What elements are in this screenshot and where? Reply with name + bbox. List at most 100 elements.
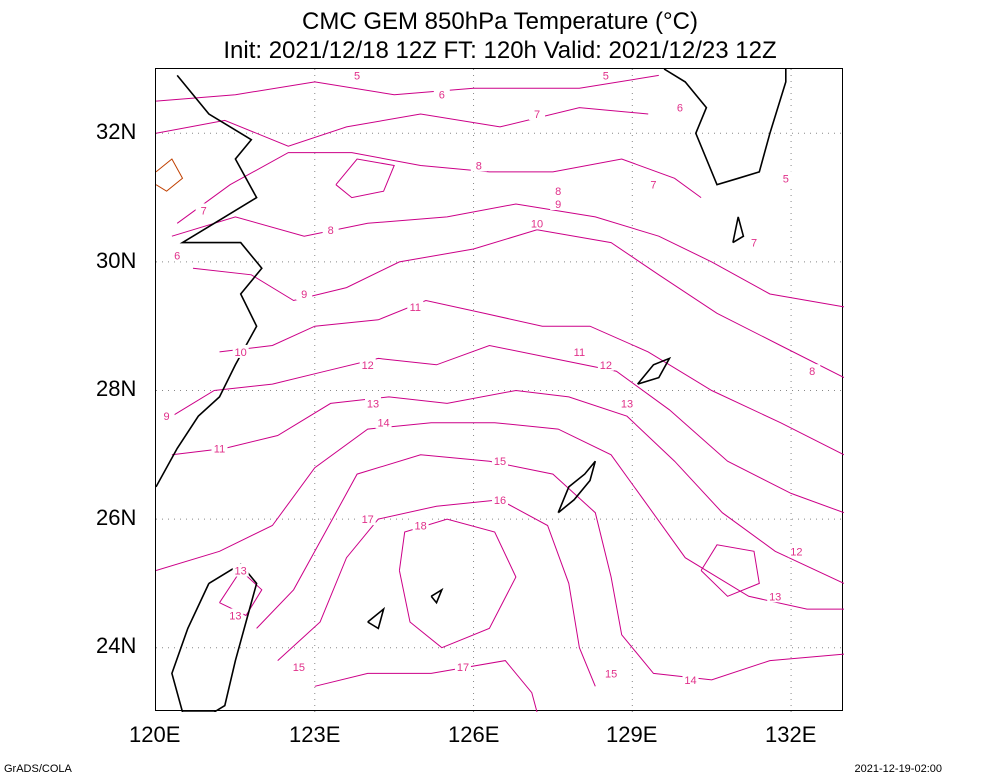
contour-label-bg xyxy=(550,197,567,211)
contour-label: 7 xyxy=(201,205,207,217)
contour-label-bg xyxy=(290,659,307,673)
lat-label-32n: 32N xyxy=(96,119,137,144)
contour-label: 10 xyxy=(235,347,247,359)
contour-label-bg xyxy=(211,441,228,455)
contour-label: 8 xyxy=(555,186,561,198)
contour-label: 13 xyxy=(769,591,781,603)
contour-label-bg xyxy=(645,177,662,191)
contour-label: 7 xyxy=(751,238,757,250)
contour-label-bg xyxy=(746,235,763,249)
contour-label-bg xyxy=(492,454,508,468)
contour-label: 16 xyxy=(494,495,506,507)
contour-label: 17 xyxy=(457,662,469,674)
contour-label-bg xyxy=(529,107,546,121)
contour-label-bg xyxy=(227,608,244,622)
footer-software: GrADS/COLA xyxy=(4,763,72,775)
contour-label-bg xyxy=(359,357,376,371)
contour-label-bg xyxy=(597,357,614,371)
temperature-contours xyxy=(156,74,844,712)
contour-label: 10 xyxy=(531,218,543,230)
contour-label-bg xyxy=(492,492,508,506)
lon-label-126e: 126E xyxy=(448,722,500,747)
contour-line xyxy=(398,518,517,649)
coastline xyxy=(636,356,672,385)
map-frame: 5 6 7 8 7 8 6 9 10 11 12 13 14 9 11 15 16 17 18 13 13 15 17 15 1… xyxy=(155,68,844,712)
coastline xyxy=(430,587,444,605)
contour-label-bg xyxy=(603,666,620,680)
contour-label-bg xyxy=(529,216,546,230)
contour-label-bg xyxy=(470,158,487,172)
coastline xyxy=(663,69,787,186)
contour-label: 13 xyxy=(367,398,379,410)
contour-label: 11 xyxy=(410,302,421,314)
coastline xyxy=(557,460,597,514)
contour-label: 12 xyxy=(600,360,612,372)
contour-label: 8 xyxy=(809,366,815,378)
contour-line xyxy=(192,229,844,379)
coastline xyxy=(156,74,263,488)
contour-label-bg xyxy=(195,203,212,217)
footer-timestamp: 2021-12-19-02:00 xyxy=(854,763,942,775)
contour-label-bg xyxy=(597,69,614,82)
contour-label-bg xyxy=(454,659,471,673)
coastline xyxy=(732,216,745,244)
contour-label-bg xyxy=(777,171,794,185)
coastline xyxy=(367,606,386,630)
contour-label: 6 xyxy=(677,103,683,115)
contour-label: 8 xyxy=(476,160,482,172)
contour-label: 18 xyxy=(414,521,426,533)
contour-line xyxy=(156,107,649,147)
contour-label: 15 xyxy=(605,668,617,680)
contour-label-bg xyxy=(232,563,249,577)
contour-label-bg xyxy=(433,87,450,101)
contour-label: 9 xyxy=(555,199,561,211)
contour-label: 11 xyxy=(574,347,585,359)
contour-label-bg xyxy=(349,69,366,82)
lat-label-24n: 24N xyxy=(96,633,137,658)
contour-label-bg xyxy=(232,344,249,358)
contour-label-bg xyxy=(375,415,392,429)
map-title-line2: Init: 2021/12/18 12Z FT: 120h Valid: 202… xyxy=(223,37,777,64)
contour-label-bg xyxy=(169,248,186,262)
contour-labels: 5 6 7 8 7 8 6 9 10 11 12 13 14 9 11 15 16 17 18 13 13 15 17 15 1… xyxy=(158,69,821,687)
contour-label: 12 xyxy=(790,546,802,558)
contour-label: 13 xyxy=(235,566,247,578)
contour-label: 5 xyxy=(783,173,789,185)
lat-label-26n: 26N xyxy=(96,505,137,530)
contour-label-bg xyxy=(322,222,339,236)
contour-line xyxy=(156,422,844,610)
contour-label: 17 xyxy=(362,514,374,526)
contour-label-bg xyxy=(550,184,567,198)
contour-label: 5 xyxy=(603,70,609,82)
contour-label: 8 xyxy=(328,225,334,237)
coastline xyxy=(171,563,258,712)
contour-label: 5 xyxy=(354,70,360,82)
contour-line xyxy=(700,544,760,597)
contour-label: 14 xyxy=(377,418,389,430)
lat-label-28n: 28N xyxy=(96,376,137,401)
lon-label-129e: 129E xyxy=(606,722,658,747)
coastlines xyxy=(156,69,787,712)
contour-label-bg xyxy=(619,396,636,410)
contour-line xyxy=(256,454,844,681)
lon-label-123e: 123E xyxy=(289,722,341,747)
contour-label: 11 xyxy=(214,443,225,455)
contour-label-bg xyxy=(682,672,699,686)
contour-label: 13 xyxy=(621,398,633,410)
contour-label-bg xyxy=(788,544,805,558)
contour-line xyxy=(335,158,395,199)
contour-label-bg xyxy=(364,396,381,410)
contour-line xyxy=(314,660,538,712)
lon-label-120e: 120E xyxy=(129,722,181,747)
contour-label-bg xyxy=(296,287,313,301)
contour-label: 13 xyxy=(229,611,241,623)
contour-label: 15 xyxy=(494,456,506,468)
map-title-line1: CMC GEM 850hPa Temperature (°C) xyxy=(302,8,698,35)
temperature-map: 5 6 7 8 7 8 6 9 10 11 12 13 14 9 11 15 16 17 18 13 13 15 17 15 1… xyxy=(156,69,844,712)
contour-label-bg xyxy=(359,512,376,526)
contour-label-bg xyxy=(412,518,429,532)
contour-label: 9 xyxy=(164,411,170,423)
contour-label: 6 xyxy=(439,90,445,102)
contour-label: 7 xyxy=(650,180,656,192)
contour-label: 6 xyxy=(174,250,180,262)
